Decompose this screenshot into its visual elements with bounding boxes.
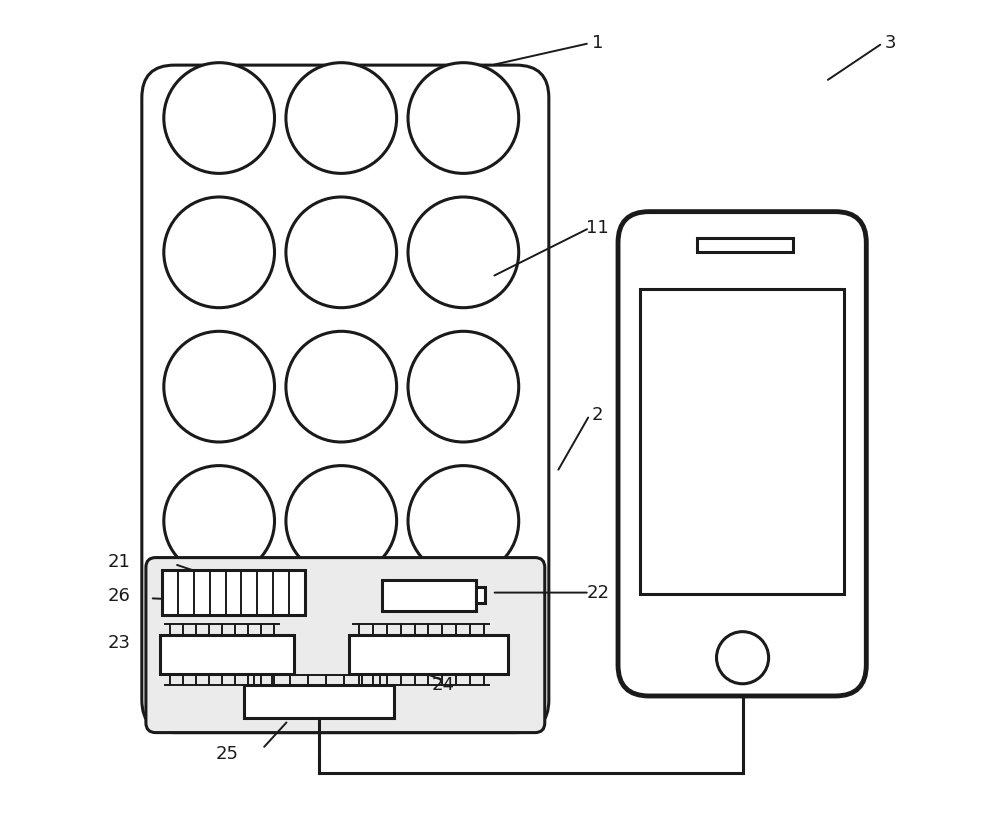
Ellipse shape <box>408 197 519 308</box>
Bar <box>640 289 844 594</box>
Ellipse shape <box>408 466 519 576</box>
Ellipse shape <box>408 63 519 173</box>
Ellipse shape <box>286 63 397 173</box>
Bar <box>349 635 508 674</box>
Text: 26: 26 <box>108 587 130 605</box>
Text: 23: 23 <box>108 634 131 652</box>
FancyBboxPatch shape <box>146 558 545 733</box>
Text: 21: 21 <box>108 553 130 571</box>
Ellipse shape <box>286 331 397 442</box>
Bar <box>244 685 394 718</box>
Ellipse shape <box>408 331 519 442</box>
Text: 2: 2 <box>592 406 603 424</box>
Ellipse shape <box>164 466 275 576</box>
Bar <box>162 570 305 615</box>
Text: 11: 11 <box>586 219 609 237</box>
Text: 3: 3 <box>885 34 896 52</box>
Ellipse shape <box>164 63 275 173</box>
Text: 1: 1 <box>592 34 603 52</box>
Bar <box>160 635 294 674</box>
Ellipse shape <box>286 466 397 576</box>
Ellipse shape <box>164 331 275 442</box>
Bar <box>476 588 485 602</box>
Text: 25: 25 <box>216 745 239 763</box>
Ellipse shape <box>164 197 275 308</box>
Circle shape <box>717 632 769 684</box>
Ellipse shape <box>286 197 397 308</box>
Text: 22: 22 <box>586 584 609 602</box>
Bar <box>697 238 793 252</box>
FancyBboxPatch shape <box>142 65 549 733</box>
FancyBboxPatch shape <box>618 212 866 696</box>
Bar <box>382 580 476 610</box>
Text: 24: 24 <box>432 676 455 694</box>
